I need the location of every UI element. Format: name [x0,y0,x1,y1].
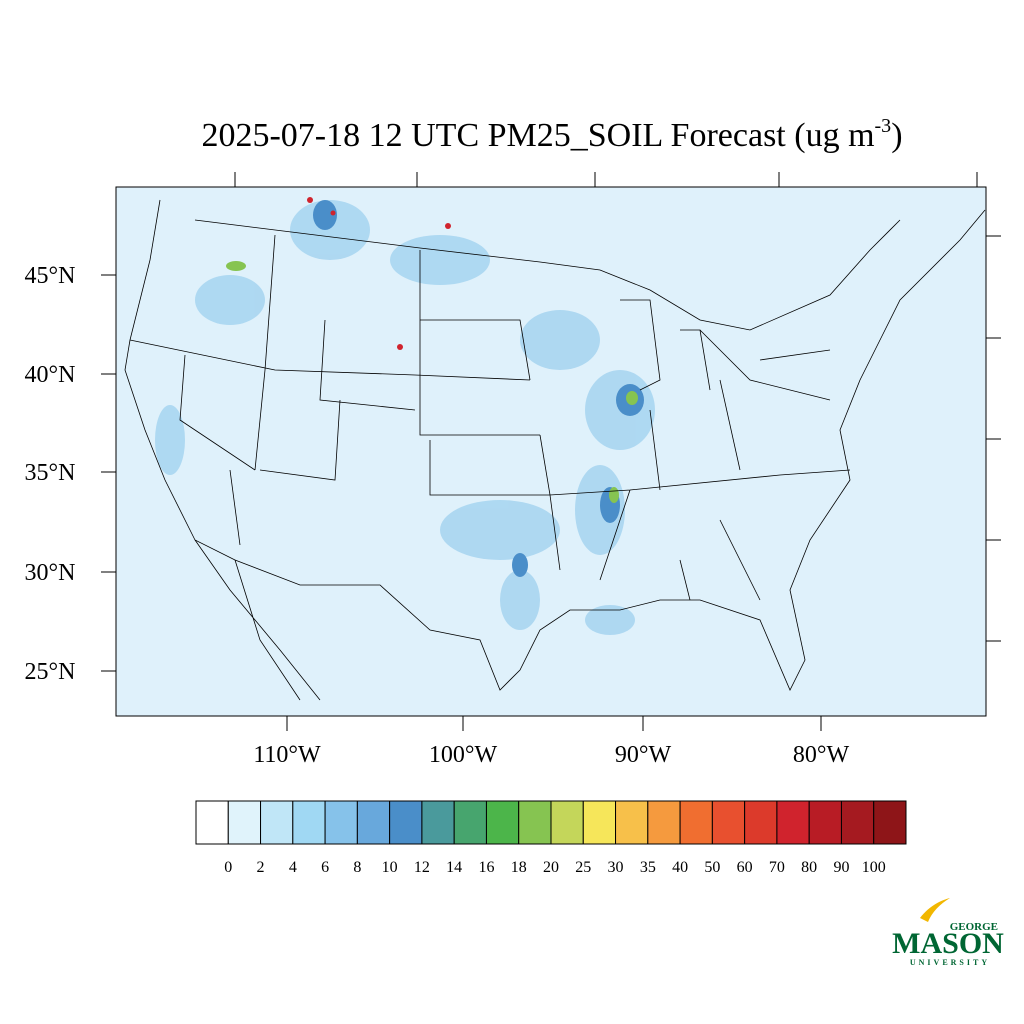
map-frame [115,186,987,717]
colorbar-box [776,800,810,845]
title-exponent: -3 [875,115,892,137]
colorbar-label: 40 [672,859,688,876]
colorbar-label: 12 [414,859,430,876]
colorbar-box [647,800,681,845]
colorbar-box [292,800,326,845]
colorbar-box [389,800,423,845]
logo-bottom: UNIVERSITY [910,958,990,967]
colorbar-label: 100 [862,859,886,876]
field-blobs [155,200,655,635]
colorbar-box [227,800,262,845]
colorbar-label: 18 [511,859,527,876]
logo-top: GEORGE [950,921,998,933]
title-main: 2025-07-18 12 UTC PM25_SOIL Forecast (ug… [201,117,874,154]
colorbar-box [711,800,746,845]
lon-label: 100°W [429,742,498,768]
colorbar-label: 50 [704,859,720,876]
colorbar-box [550,800,584,845]
logo: GEORGE MASON UNIVERSITY [892,898,1004,967]
lon-label: 90°W [615,742,672,768]
colorbar-box [195,800,229,845]
colorbar-box [582,800,617,845]
colorbar-box [808,800,842,845]
colorbar-box [324,800,358,845]
colorbar-box [356,800,391,845]
colorbar-label: 4 [289,859,297,876]
field-hotspots [307,197,451,350]
colorbar-label: 30 [608,859,624,876]
frame-ticks [101,172,1001,731]
logo-main: MASON [892,927,1004,960]
colorbar-label: 70 [769,859,785,876]
title-end: ) [891,117,902,154]
colorbar-label: 35 [640,859,656,876]
colorbar-label: 80 [801,859,817,876]
lat-label: 35°N [25,460,76,486]
colorbar-box [453,800,487,845]
colorbar-label: 60 [737,859,753,876]
map [101,172,1001,731]
colorbar-box [260,800,294,845]
colorbar-label: 2 [257,859,265,876]
colorbar-box [679,800,713,845]
boundaries [124,199,986,701]
logo-swoosh [920,898,950,922]
colorbar-box [873,800,907,845]
title: 2025-07-18 12 UTC PM25_SOIL Forecast (ug… [201,115,902,154]
lon-labels: 110°W 100°W 90°W 80°W [253,742,849,768]
colorbar-box [744,800,778,845]
colorbar-box [615,800,649,845]
colorbar-label: 90 [833,859,849,876]
lat-label: 45°N [25,263,76,289]
colorbar: 0 2 4 6 8 10 12 14 16 18 20 25 30 35 40 50 60 70 80 90 100 [195,800,907,876]
colorbar-box [421,800,455,845]
colorbar-label: 8 [353,859,361,876]
colorbar-label: 10 [382,859,398,876]
colorbar-label: 16 [478,859,494,876]
colorbar-box [840,800,875,845]
lat-labels: 45°N 40°N 35°N 30°N 25°N [25,263,76,685]
lat-label: 40°N [25,362,76,388]
colorbar-label: 25 [575,859,591,876]
lon-label: 110°W [253,742,321,768]
lat-label: 30°N [25,560,76,586]
colorbar-box [518,800,552,845]
lat-label: 25°N [25,659,76,685]
colorbar-box [485,800,520,845]
lon-label: 80°W [793,742,850,768]
colorbar-label: 20 [543,859,559,876]
colorbar-label: 6 [321,859,329,876]
colorbar-label: 14 [446,859,462,876]
colorbar-label: 0 [224,859,232,876]
